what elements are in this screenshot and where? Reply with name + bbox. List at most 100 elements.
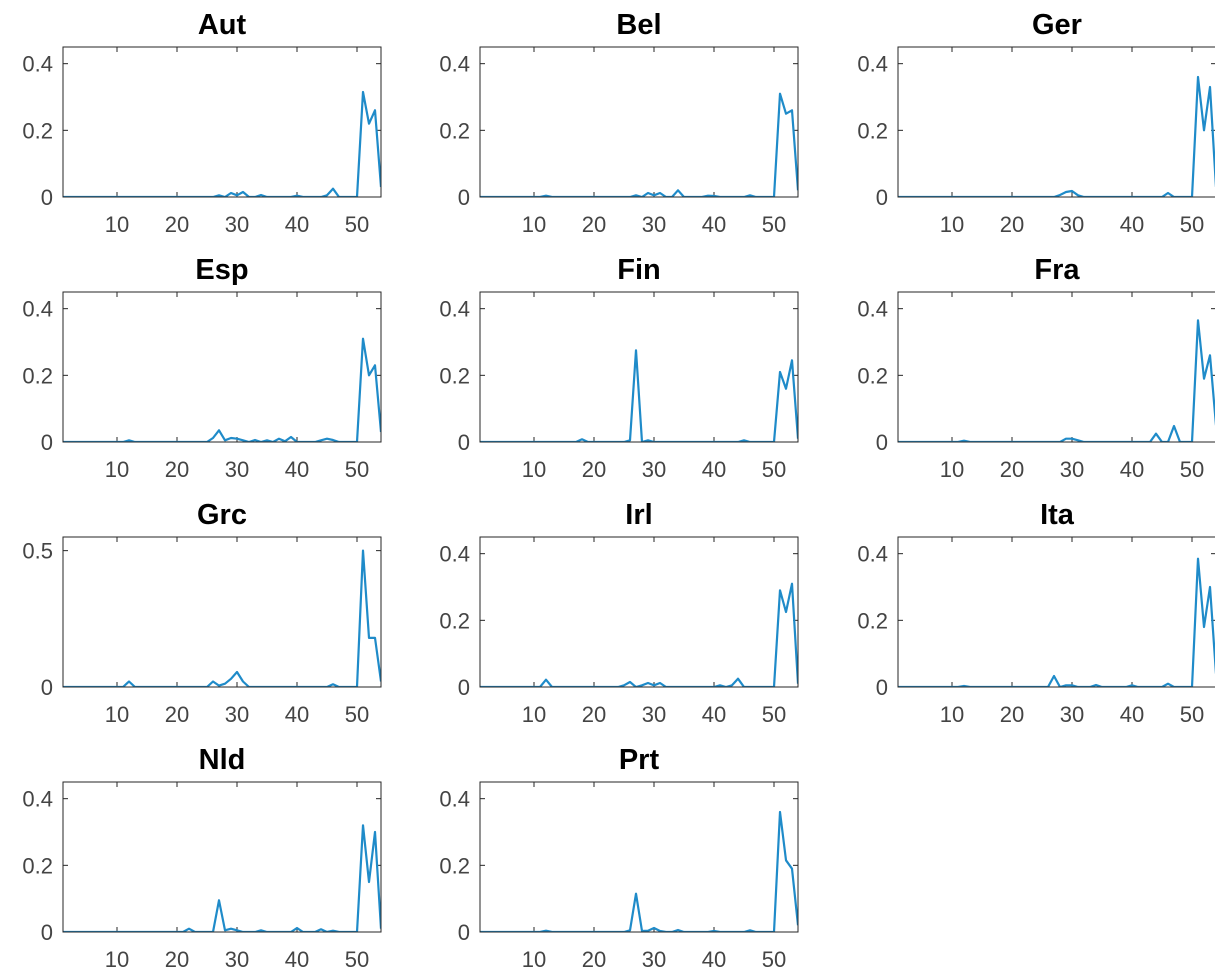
x-tick-label: 30 (642, 457, 666, 482)
x-tick-label: 30 (1060, 457, 1084, 482)
y-tick-label: 0 (41, 185, 53, 210)
subplot-title: Nld (199, 744, 246, 776)
x-tick-label: 20 (165, 947, 189, 972)
x-tick-label: 50 (345, 212, 369, 237)
subplot-title: Fra (1034, 254, 1080, 286)
subplot-title: Bel (616, 9, 661, 41)
y-tick-label: 0.2 (439, 853, 470, 878)
x-tick-label: 20 (1000, 457, 1024, 482)
axes-box (897, 291, 1215, 443)
subplot-fin: Fin 0 0.2 0.4 10 20 30 40 50 (439, 254, 799, 482)
axes-box (62, 536, 382, 688)
axes-box (479, 536, 799, 688)
x-tick-label: 30 (642, 702, 666, 727)
y-tick-label: 0 (41, 675, 53, 700)
x-tick-label: 50 (345, 457, 369, 482)
x-tick-label: 40 (702, 947, 726, 972)
series-line (480, 810, 798, 932)
x-tick-label: 30 (1060, 212, 1084, 237)
axes-box (897, 46, 1215, 198)
x-tick-label: 10 (522, 457, 546, 482)
x-tick-label: 20 (1000, 702, 1024, 727)
x-tick-label: 10 (940, 212, 964, 237)
series-line (63, 824, 381, 932)
x-tick-label: 30 (225, 702, 249, 727)
x-tick-label: 20 (582, 212, 606, 237)
x-tick-label: 40 (285, 947, 309, 972)
y-tick-label: 0 (41, 430, 53, 455)
y-tick-label: 0.2 (22, 853, 53, 878)
x-tick-label: 50 (345, 947, 369, 972)
x-tick-label: 50 (1180, 457, 1204, 482)
x-tick-label: 50 (762, 947, 786, 972)
y-tick-label: 0.2 (857, 118, 888, 143)
series-line (898, 319, 1215, 442)
x-tick-label: 50 (762, 457, 786, 482)
y-tick-label: 0 (458, 920, 470, 945)
y-tick-label: 0.4 (857, 52, 888, 77)
y-tick-label: 0.4 (22, 52, 53, 77)
x-tick-label: 30 (642, 947, 666, 972)
subplot-ita: Ita 0 0.2 0.4 10 20 30 40 50 (857, 499, 1215, 727)
y-tick-label: 0 (41, 920, 53, 945)
axes-box (479, 781, 799, 933)
axes-box (479, 46, 799, 198)
subplot-title: Grc (197, 499, 247, 531)
x-tick-label: 20 (165, 457, 189, 482)
subplot-bel: Bel 0 0.2 0.4 10 20 30 40 50 (439, 9, 799, 237)
subplot-esp: Esp 0 0.2 0.4 10 20 30 40 50 (22, 254, 382, 482)
y-tick-label: 0.4 (439, 297, 470, 322)
x-tick-label: 10 (105, 702, 129, 727)
y-tick-label: 0.2 (857, 363, 888, 388)
x-tick-label: 50 (762, 212, 786, 237)
y-tick-label: 0.2 (439, 118, 470, 143)
x-tick-label: 30 (642, 212, 666, 237)
x-tick-label: 30 (225, 457, 249, 482)
y-tick-label: 0.2 (857, 608, 888, 633)
x-tick-label: 20 (165, 702, 189, 727)
x-tick-label: 40 (702, 212, 726, 237)
x-tick-label: 20 (1000, 212, 1024, 237)
y-tick-label: 0.5 (22, 539, 53, 564)
series-line (480, 92, 798, 197)
x-tick-label: 50 (1180, 212, 1204, 237)
x-tick-label: 40 (702, 702, 726, 727)
series-line (480, 582, 798, 687)
axes-box (62, 291, 382, 443)
y-tick-label: 0 (876, 185, 888, 210)
x-tick-label: 20 (582, 457, 606, 482)
x-tick-label: 10 (522, 702, 546, 727)
y-tick-label: 0 (458, 185, 470, 210)
x-tick-label: 30 (225, 212, 249, 237)
x-tick-label: 40 (1120, 457, 1144, 482)
x-tick-label: 10 (522, 212, 546, 237)
subplot-grc: Grc 0 0.5 10 20 30 40 50 (22, 499, 382, 727)
x-tick-label: 40 (285, 457, 309, 482)
series-line (63, 549, 381, 687)
y-tick-label: 0 (458, 430, 470, 455)
y-tick-label: 0.2 (439, 608, 470, 633)
y-tick-label: 0.4 (439, 542, 470, 567)
x-tick-label: 30 (225, 947, 249, 972)
x-tick-label: 10 (940, 457, 964, 482)
subplot-prt: Prt 0 0.2 0.4 10 20 30 40 50 (439, 744, 799, 972)
x-tick-label: 10 (105, 457, 129, 482)
x-tick-label: 20 (582, 947, 606, 972)
subplot-title: Prt (619, 744, 660, 776)
x-tick-label: 40 (1120, 702, 1144, 727)
x-tick-label: 20 (165, 212, 189, 237)
y-tick-label: 0 (458, 675, 470, 700)
series-line (63, 337, 381, 442)
subplot-title: Esp (195, 254, 248, 286)
y-tick-label: 0.4 (22, 787, 53, 812)
x-tick-label: 50 (1180, 702, 1204, 727)
subplot-aut: Aut 0 0.2 0.4 10 20 30 40 50 (22, 9, 382, 237)
y-tick-label: 0.2 (22, 118, 53, 143)
axes-box (62, 46, 382, 198)
y-tick-label: 0.4 (439, 787, 470, 812)
subplot-nld: Nld 0 0.2 0.4 10 20 30 40 50 (22, 744, 382, 972)
subplot-title: Aut (198, 9, 247, 41)
axes-box (479, 291, 799, 443)
x-tick-label: 10 (105, 947, 129, 972)
